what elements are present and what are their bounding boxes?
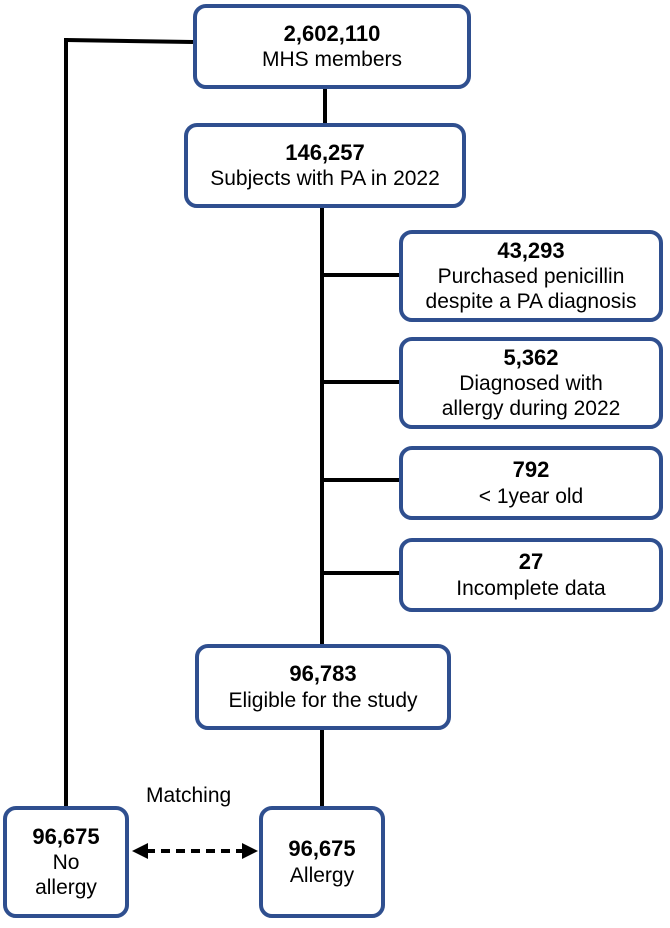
box-excl-incomplete-data: 27 Incomplete data	[399, 538, 663, 612]
box-excl-under-1-year: 792 < 1year old	[399, 446, 663, 520]
count-eligible: 96,783	[289, 661, 357, 687]
count-subjects-with-pa: 146,257	[285, 139, 365, 165]
label-eligible: Eligible for the study	[228, 688, 418, 712]
arrowhead-left	[132, 843, 148, 859]
label-excl-incomplete-data: Incomplete data	[456, 576, 606, 600]
matching-label: Matching	[146, 784, 232, 807]
count-allergy: 96,675	[288, 836, 356, 862]
count-excl-purchased-penicillin: 43,293	[497, 237, 565, 263]
count-excl-incomplete-data: 27	[518, 549, 544, 575]
box-eligible: 96,783 Eligible for the study	[195, 644, 451, 730]
connector-members-to-no-allergy-top	[65, 38, 194, 44]
count-no-allergy: 96,675	[32, 823, 100, 849]
label-allergy: Allergy	[289, 863, 355, 887]
label-no-allergy: No allergy	[35, 851, 97, 900]
count-excl-under-1-year: 792	[512, 457, 550, 483]
box-subjects-with-pa: 146,257 Subjects with PA in 2022	[184, 123, 466, 208]
label-subjects-with-pa: Subjects with PA in 2022	[210, 167, 440, 191]
label-mhs-members: MHS members	[261, 48, 403, 72]
label-excl-purchased-penicillin: Purchased penicillin despite a PA diagno…	[425, 265, 637, 314]
box-no-allergy: 96,675 No allergy	[3, 806, 129, 918]
box-mhs-members: 2,602,110 MHS members	[193, 4, 471, 89]
box-excl-diagnosed-allergy: 5,362 Diagnosed with allergy during 2022	[399, 337, 663, 429]
label-excl-under-1-year: < 1year old	[478, 484, 584, 508]
count-mhs-members: 2,602,110	[283, 20, 381, 46]
box-excl-purchased-penicillin: 43,293 Purchased penicillin despite a PA…	[399, 230, 663, 322]
count-excl-diagnosed-allergy: 5,362	[503, 344, 559, 370]
label-excl-diagnosed-allergy: Diagnosed with allergy during 2022	[441, 372, 621, 421]
box-allergy: 96,675 Allergy	[259, 806, 385, 918]
arrowhead-right	[242, 843, 258, 859]
